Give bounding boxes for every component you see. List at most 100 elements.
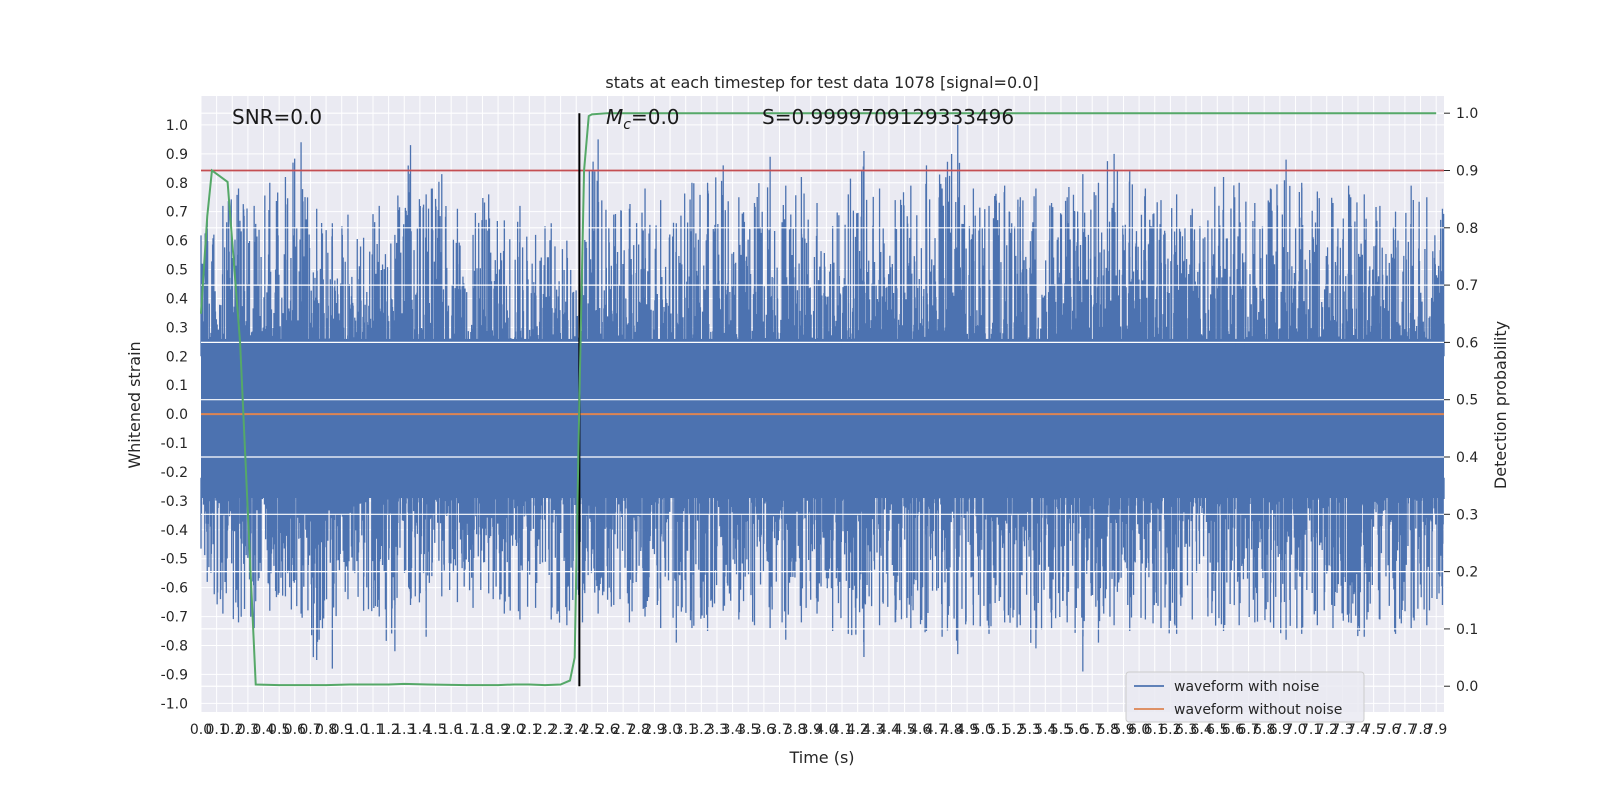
y2-tick-label: 0.9 — [1456, 163, 1478, 179]
x-tick-label: 7.8 — [1409, 722, 1431, 738]
y2-tick-label: 0.8 — [1456, 221, 1478, 237]
y-tick-label: -1.0 — [161, 696, 188, 712]
x-tick-label: 4.6 — [909, 722, 931, 738]
x-tick-label: 6.5 — [1206, 722, 1228, 738]
x-tick-label: 1.0 — [346, 722, 368, 738]
x-tick-label: 3.0 — [659, 722, 681, 738]
x-tick-label: 7.7 — [1394, 722, 1416, 738]
x-tick-label: 2.3 — [549, 722, 571, 738]
x-tick-label: 5.5 — [1050, 722, 1072, 738]
y2-tick-label: 1.0 — [1456, 106, 1478, 122]
x-tick-label: 1.2 — [377, 722, 399, 738]
x-tick-label: 4.9 — [956, 722, 978, 738]
y-tick-label: -0.6 — [161, 581, 188, 597]
mc-subscript: c — [623, 117, 631, 133]
x-tick-label: 3.7 — [768, 722, 790, 738]
x-tick-label: 6.6 — [1222, 722, 1244, 738]
mc-symbol: M — [606, 105, 623, 129]
x-tick-label: 4.1 — [831, 722, 853, 738]
x-tick-label: 6.9 — [1269, 722, 1291, 738]
legend-label-noise: waveform with noise — [1174, 679, 1319, 695]
x-tick-label: 3.4 — [721, 722, 743, 738]
x-tick-label: 2.0 — [503, 722, 525, 738]
x-tick-label: 0.4 — [252, 722, 274, 738]
x-tick-label: 1.4 — [409, 722, 431, 738]
x-tick-label: 7.2 — [1316, 722, 1338, 738]
waveform-lower-spikes — [200, 477, 1445, 672]
x-tick-label: 0.1 — [206, 722, 228, 738]
x-tick-label: 7.6 — [1378, 722, 1400, 738]
x-tick-label: 0.7 — [299, 722, 321, 738]
x-tick-label: 0.9 — [331, 722, 353, 738]
x-tick-label: 0.5 — [268, 722, 290, 738]
y-tick-label: -0.5 — [161, 552, 188, 568]
x-tick-label: 5.0 — [972, 722, 994, 738]
x-tick-label: 3.3 — [706, 722, 728, 738]
y-tick-label: 0.7 — [166, 205, 188, 221]
x-tick-label: 3.2 — [690, 722, 712, 738]
y2-tick-label: 0.1 — [1456, 622, 1478, 638]
y-tick-label: 0.5 — [166, 263, 188, 279]
x-tick-label: 2.4 — [565, 722, 587, 738]
x-tick-label: 3.6 — [753, 722, 775, 738]
x-tick-label: 7.3 — [1331, 722, 1353, 738]
x-tick-label: 1.1 — [362, 722, 384, 738]
overlay — [200, 112, 1444, 687]
x-tick-label: 2.7 — [612, 722, 634, 738]
y2-tick-label: 0.2 — [1456, 565, 1478, 581]
y-tick-label: -0.7 — [161, 610, 188, 626]
x-tick-label: 4.8 — [940, 722, 962, 738]
x-tick-label: 1.7 — [456, 722, 478, 738]
x-tick-label: 7.0 — [1284, 722, 1306, 738]
x-tick-label: 5.4 — [1034, 722, 1056, 738]
x-tick-label: 7.4 — [1347, 722, 1369, 738]
x-tick-label: 2.5 — [581, 722, 603, 738]
y-tick-label: 0.9 — [166, 147, 188, 163]
chart-title: stats at each timestep for test data 107… — [605, 73, 1038, 92]
x-tick-label: 0.2 — [221, 722, 243, 738]
x-tick-label: 5.8 — [1097, 722, 1119, 738]
x-tick-label: 4.4 — [878, 722, 900, 738]
y2-tick-label: 0.0 — [1456, 679, 1478, 695]
x-tick-label: 0.8 — [315, 722, 337, 738]
detection-probability-line — [200, 112, 1437, 687]
x-tick-label: 4.0 — [815, 722, 837, 738]
x-tick-label: 5.1 — [987, 722, 1009, 738]
snr-annotation: SNR=0.0 — [232, 105, 322, 129]
x-tick-label: 7.1 — [1300, 722, 1322, 738]
y-tick-label: 1.0 — [166, 118, 188, 134]
y-tick-labels: -1.0 -0.9 -0.8 -0.7 -0.6 -0.5 -0.4 -0.3 -0.2 -0.1… — [161, 118, 188, 712]
x-tick-label: 4.3 — [862, 722, 884, 738]
y-tick-label: -0.1 — [161, 436, 188, 452]
legend-box — [1125, 671, 1365, 723]
x-tick-label: 7.5 — [1363, 722, 1385, 738]
waveform-upper-spikes — [200, 124, 1445, 357]
x-tick-label: 4.2 — [847, 722, 869, 738]
legend-label-clean: waveform without noise — [1174, 702, 1342, 718]
mc-value: =0.0 — [631, 105, 680, 129]
y2-tick-labels: 0.0 0.1 0.2 0.3 0.4 0.5 0.6 0.7 0.8 0.9 1.0 — [1444, 106, 1478, 695]
x-tick-label: 2.8 — [628, 722, 650, 738]
y-tick-label: 0.6 — [166, 234, 188, 250]
y-tick-label: -0.8 — [161, 638, 188, 654]
x-tick-label: 6.8 — [1253, 722, 1275, 738]
x-tick-label: 2.6 — [596, 722, 618, 738]
x-tick-label: 6.7 — [1237, 722, 1259, 738]
x-tick-label: 5.3 — [1019, 722, 1041, 738]
x-tick-label: 3.8 — [784, 722, 806, 738]
y-tick-label: 0.4 — [166, 291, 188, 307]
y-tick-label: -0.9 — [161, 667, 188, 683]
waveform-with-noise-series — [200, 124, 1445, 672]
x-tick-label: 3.9 — [800, 722, 822, 738]
x-tick-label: 0.0 — [190, 722, 212, 738]
y-tick-label: 0.3 — [166, 320, 188, 336]
y-tick-label: -0.3 — [161, 494, 188, 510]
x-tick-label: 6.4 — [1191, 722, 1213, 738]
x-tick-label: 1.3 — [393, 722, 415, 738]
x-tick-label: 5.9 — [1112, 722, 1134, 738]
x-tick-label: 4.7 — [925, 722, 947, 738]
x-tick-label: 4.5 — [893, 722, 915, 738]
x-tick-label: 0.6 — [284, 722, 306, 738]
mc-annotation: Mc=0.0 — [606, 105, 680, 133]
x-tick-label: 2.2 — [534, 722, 556, 738]
